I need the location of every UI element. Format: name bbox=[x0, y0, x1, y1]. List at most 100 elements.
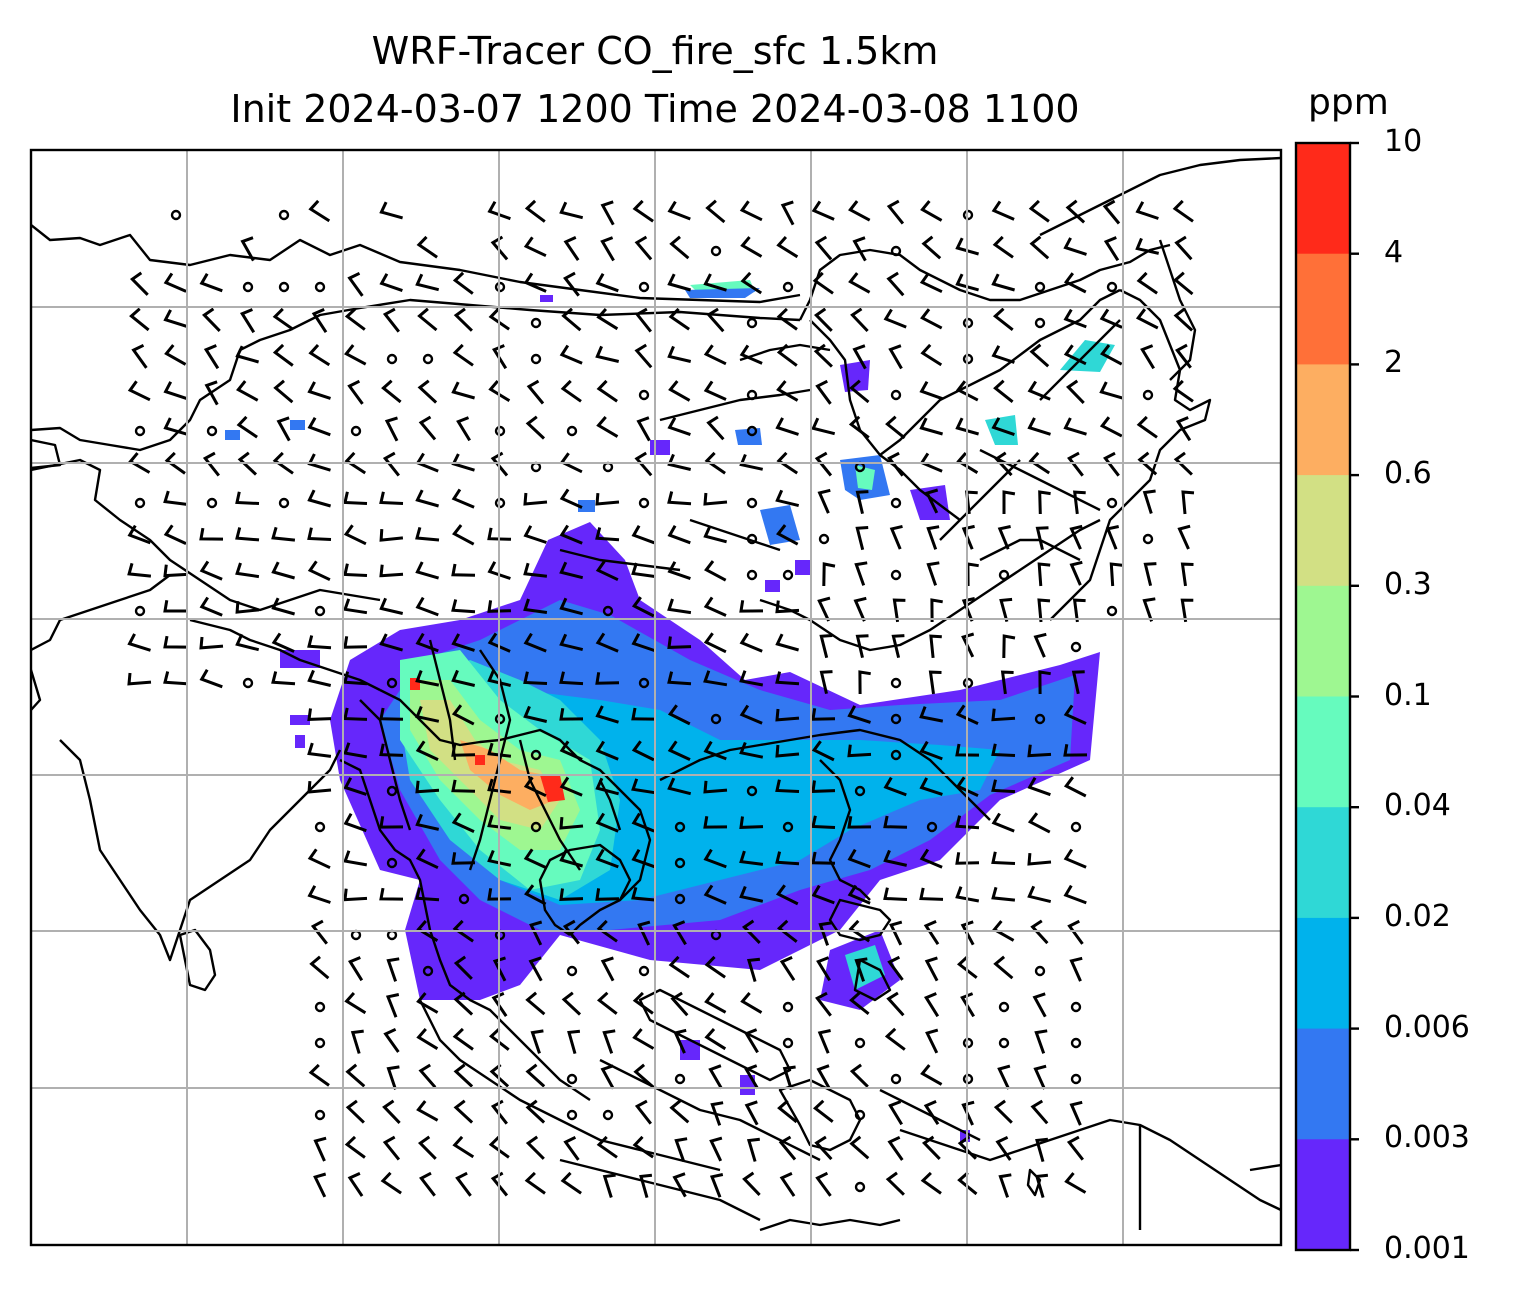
wind-barb bbox=[418, 1063, 437, 1089]
wind-barb-calm bbox=[1034, 281, 1046, 293]
wind-barb bbox=[343, 524, 367, 546]
wind-barb bbox=[379, 707, 404, 721]
colorbar-segment-5 bbox=[1296, 696, 1350, 808]
wind-barb bbox=[1027, 852, 1052, 866]
wind-barb bbox=[740, 271, 763, 295]
wind-barb bbox=[815, 379, 832, 405]
wind-barb bbox=[163, 599, 187, 613]
wind-barb-calm bbox=[278, 497, 290, 509]
wind-barb bbox=[559, 740, 583, 761]
wind-barb bbox=[600, 200, 615, 226]
wind-barb bbox=[559, 344, 583, 365]
wind-barb bbox=[453, 991, 474, 1016]
wind-barb bbox=[382, 451, 400, 477]
wind-barb bbox=[1034, 1029, 1048, 1054]
wind-barb-calm bbox=[206, 497, 218, 509]
wind-barb-calm bbox=[1106, 497, 1118, 509]
wind-barb bbox=[596, 416, 619, 438]
wind-barb bbox=[1173, 271, 1194, 296]
wind-barb bbox=[1180, 562, 1194, 587]
wind-barb-calm bbox=[890, 497, 902, 509]
wind-barb bbox=[595, 492, 620, 506]
wind-barb bbox=[1069, 1100, 1083, 1126]
wind-barb-calm bbox=[422, 965, 434, 977]
wind-barb-calm bbox=[206, 425, 218, 437]
colorbar-segment-9 bbox=[1296, 1139, 1350, 1251]
wind-barb bbox=[273, 379, 294, 404]
wind-barb bbox=[848, 200, 871, 222]
wind-barb-calm bbox=[602, 605, 614, 617]
wind-barb bbox=[419, 1171, 436, 1197]
wind-barb bbox=[344, 1135, 366, 1159]
wind-barbs bbox=[127, 199, 1195, 1199]
wind-barb bbox=[1069, 560, 1083, 586]
wind-barb bbox=[855, 634, 869, 659]
wind-barb-calm bbox=[998, 1001, 1010, 1013]
wind-barb bbox=[347, 271, 364, 297]
wind-barb-calm bbox=[386, 857, 398, 869]
wind-barb bbox=[667, 598, 692, 615]
wind-barb-calm bbox=[386, 929, 398, 941]
wind-barb bbox=[163, 564, 188, 578]
wind-barb bbox=[888, 344, 903, 370]
wind-barb-calm bbox=[854, 1037, 866, 1049]
wind-barb bbox=[415, 596, 439, 617]
wind-barb bbox=[379, 201, 403, 220]
wind-barb bbox=[776, 451, 799, 475]
wind-barb-calm bbox=[134, 497, 146, 509]
wind-barb bbox=[849, 1135, 870, 1160]
wind-barb bbox=[523, 272, 547, 293]
wind-barb bbox=[560, 1171, 582, 1195]
wind-barb bbox=[596, 308, 619, 331]
wind-barb bbox=[344, 451, 367, 475]
wind-barb bbox=[775, 779, 800, 793]
wind-barb bbox=[704, 1028, 727, 1051]
wind-barb bbox=[634, 307, 652, 333]
wind-barb bbox=[921, 235, 942, 260]
wind-barb bbox=[1037, 598, 1051, 623]
wind-barb-calm bbox=[530, 353, 542, 365]
wind-barb bbox=[667, 453, 692, 471]
wind-barb bbox=[708, 1064, 723, 1090]
wind-barb bbox=[811, 740, 835, 762]
wind-barb bbox=[739, 453, 764, 471]
wind-barb bbox=[817, 596, 831, 622]
wind-barb bbox=[633, 1063, 654, 1088]
wind-barb bbox=[920, 343, 943, 367]
wind-barb bbox=[417, 379, 438, 404]
wind-barb bbox=[883, 776, 907, 797]
wind-barb bbox=[667, 777, 692, 796]
wind-barb bbox=[955, 273, 979, 292]
wind-barb bbox=[347, 379, 364, 405]
wind-barb bbox=[129, 271, 149, 296]
wind-barb bbox=[956, 452, 979, 474]
wind-barb bbox=[639, 1173, 653, 1199]
wind-barb-calm bbox=[566, 965, 578, 977]
wind-barb bbox=[239, 308, 256, 334]
wind-barb bbox=[1063, 417, 1087, 436]
wind-barb bbox=[811, 200, 835, 221]
wind-barb bbox=[1035, 1137, 1049, 1163]
wind-barb bbox=[991, 779, 1016, 794]
colorbar bbox=[1294, 141, 1359, 1252]
wind-barb bbox=[1072, 490, 1086, 515]
wind-barb bbox=[416, 992, 439, 1014]
wind-barb-calm bbox=[674, 1073, 686, 1085]
wind-barb bbox=[631, 562, 656, 578]
wind-barb bbox=[452, 343, 474, 367]
wind-barb bbox=[559, 633, 584, 652]
wind-barb bbox=[595, 672, 620, 685]
wind-barb bbox=[631, 887, 656, 902]
wind-barb bbox=[596, 991, 618, 1015]
wind-barb bbox=[928, 670, 942, 695]
wind-barb bbox=[595, 345, 620, 363]
wind-barb bbox=[343, 777, 367, 796]
colorbar-tick-label: 0.04 bbox=[1384, 788, 1451, 824]
wind-barb bbox=[637, 920, 651, 946]
wind-barb-calm bbox=[890, 749, 902, 761]
wind-barb bbox=[998, 1173, 1012, 1198]
wind-barb bbox=[416, 1100, 439, 1122]
wind-barb bbox=[235, 491, 260, 505]
colorbar-tick-label: 10 bbox=[1384, 124, 1423, 159]
wind-barb bbox=[1172, 379, 1194, 403]
